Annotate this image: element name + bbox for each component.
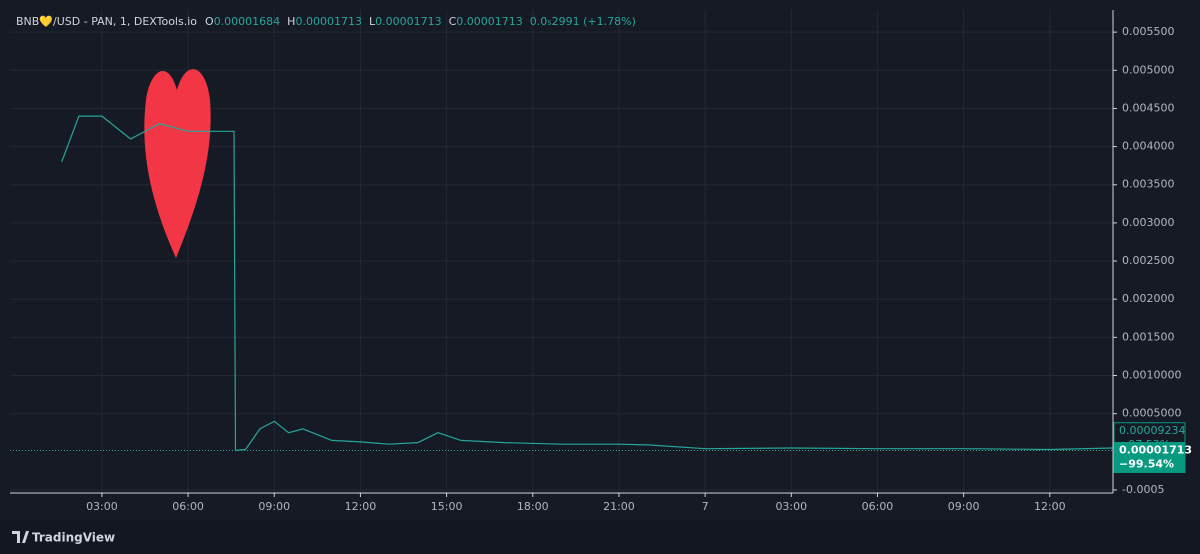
ohlc-label: L: [369, 15, 376, 28]
footer-bar: [0, 520, 1200, 554]
x-tick-label: 18:00: [517, 500, 549, 513]
x-tick-label: 06:00: [862, 500, 894, 513]
tv-logo: TradingView: [12, 531, 115, 545]
y-tick-label: 0.003500: [1122, 178, 1175, 191]
x-tick-label: 7: [702, 500, 709, 513]
ohlc-label: O: [205, 15, 214, 28]
chart-title: BNB💛/USD - PAN, 1, DEXTools.io: [16, 15, 197, 28]
x-tick-label: 21:00: [603, 500, 635, 513]
plot: [10, 115, 1114, 451]
ohlc-value: 0.00001713: [295, 15, 361, 28]
price-label-box: [1113, 441, 1186, 473]
y-tick-label: 0.0005000: [1122, 407, 1182, 420]
x-tick-label: 12:00: [345, 500, 377, 513]
price-label: 0.00009234: [1119, 424, 1185, 437]
y-tick-label: 0.0010000: [1122, 368, 1182, 381]
ohlc-value: 0.00001684: [214, 15, 280, 28]
x-tick-label: 03:00: [775, 500, 807, 513]
ohlc-label: C: [449, 15, 457, 28]
x-tick-label: 06:00: [172, 500, 204, 513]
heart-drawing: [144, 69, 211, 258]
x-tick-label: 09:00: [258, 500, 290, 513]
x-tick-label: 09:00: [948, 500, 980, 513]
y-tick-label: 0.001500: [1122, 330, 1175, 343]
y-tick-label: 0.003000: [1122, 216, 1175, 229]
y-tick-label: 0.005000: [1122, 63, 1175, 76]
logo-icon: [12, 531, 29, 543]
ohlc-value: 0.00001713: [456, 15, 522, 28]
ohlc-label: H: [287, 15, 295, 28]
labels: -0.0005 0.0005000 0.0010000 0.001500 0.00200…: [86, 15, 1192, 513]
y-tick-label: 0.004500: [1122, 101, 1175, 114]
y-tick-label: -0.0005: [1122, 483, 1164, 496]
x-tick-label: 03:00: [86, 500, 118, 513]
y-tick-label: 0.002000: [1122, 292, 1175, 305]
brand: TradingView: [32, 531, 115, 545]
price-line: [61, 115, 1114, 451]
price-change: −99.54%: [1119, 457, 1174, 470]
price-label: 0.00001713: [1119, 443, 1192, 456]
x-tick-label: 15:00: [431, 500, 463, 513]
x-tick-label: 12:00: [1034, 500, 1066, 513]
y-tick-label: 0.005500: [1122, 25, 1175, 38]
y-tick-label: 0.002500: [1122, 254, 1175, 267]
ohlc-value: 0.00001713: [375, 15, 441, 28]
change: 0.0₅2991 (+1.78%): [530, 15, 636, 28]
y-tick-label: 0.004000: [1122, 140, 1175, 153]
